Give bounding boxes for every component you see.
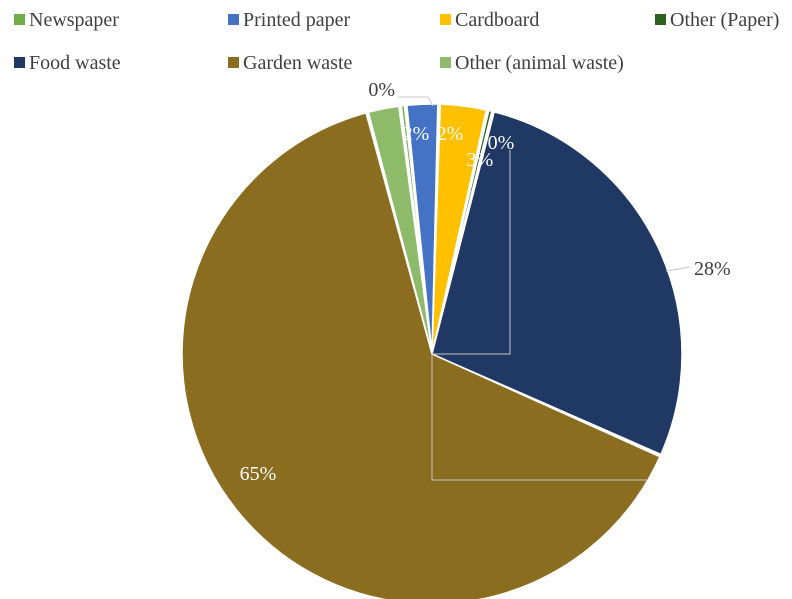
leader-garden-waste xyxy=(431,354,648,481)
legend-swatch-printed-paper xyxy=(228,14,239,25)
legend-label-garden-waste: Garden waste xyxy=(243,52,353,74)
data-label-garden-waste: 65% xyxy=(240,463,277,485)
slice-printed-paper xyxy=(406,103,439,355)
data-label-other-animal-waste: 2% xyxy=(403,123,430,145)
data-label-food-waste: 28% xyxy=(694,258,731,280)
data-label-other-paper: 0% xyxy=(488,132,515,154)
slice-other-animal-waste xyxy=(367,105,433,355)
legend-label-other-paper: Other (Paper) xyxy=(670,9,779,31)
legend-label-printed-paper: Printed paper xyxy=(243,9,351,31)
legend-label-newspaper: Newspaper xyxy=(29,9,119,31)
legend-swatch-cardboard xyxy=(440,14,451,25)
legend-swatch-garden-waste xyxy=(228,57,239,68)
legend-swatch-other-paper xyxy=(655,14,666,25)
slice-cardboard xyxy=(431,103,488,355)
slice-garden-waste xyxy=(181,111,661,599)
legend-swatch-food-waste xyxy=(14,57,25,68)
leader-newspaper xyxy=(398,96,434,107)
data-label-cardboard: 3% xyxy=(467,149,494,171)
leader-lines xyxy=(398,96,691,481)
data-label-printed-paper: 2% xyxy=(437,123,464,145)
pie-slices xyxy=(181,103,683,599)
legend-swatch-other-animal-waste xyxy=(440,57,451,68)
leader-other-paper xyxy=(432,150,511,355)
data-labels: 0%2%3%0%28%65%2% xyxy=(240,79,731,485)
legend-swatch-newspaper xyxy=(14,14,25,25)
legend-label-cardboard: Cardboard xyxy=(455,9,539,31)
slice-food-waste xyxy=(431,110,683,456)
legend-label-other-animal-waste: Other (animal waste) xyxy=(455,52,624,74)
legend: Newspaper Printed paper Cardboard Other (Pa… xyxy=(14,9,779,74)
legend-label-food-waste: Food waste xyxy=(29,52,121,74)
leader-food-waste xyxy=(665,266,691,272)
data-label-newspaper: 0% xyxy=(368,79,395,101)
